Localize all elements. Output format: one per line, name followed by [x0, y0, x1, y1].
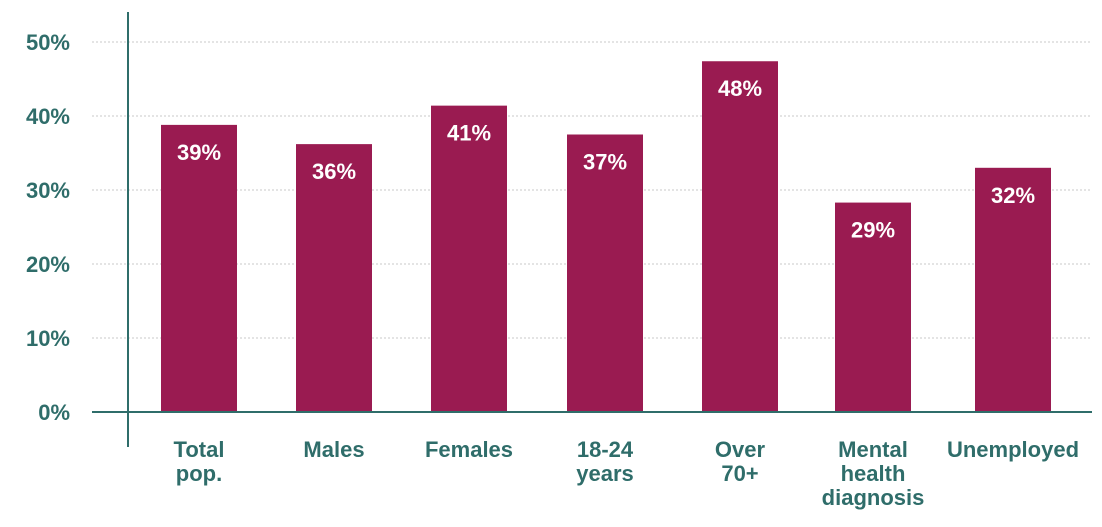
y-tick-label: 30%	[26, 178, 70, 203]
value-label: 36%	[312, 159, 356, 184]
y-tick-label: 20%	[26, 252, 70, 277]
x-category-labels: Total pop. Males Females 18-24 years Over 70+ Me…	[174, 437, 1079, 510]
y-tick-label: 50%	[26, 30, 70, 55]
bar	[567, 135, 643, 413]
y-tick-labels: 0% 10% 20% 30% 40% 50%	[26, 30, 70, 425]
x-category-label: Unemployed	[947, 437, 1079, 462]
bar	[161, 125, 237, 412]
x-category-label: Over 70+	[715, 437, 766, 486]
value-label: 37%	[583, 150, 627, 175]
x-category-label: Total pop.	[174, 437, 225, 486]
x-category-label: Females	[425, 437, 513, 462]
x-category-label: 18-24 years	[576, 437, 634, 486]
x-category-label: Males	[303, 437, 364, 462]
x-category-label: Mental health diagnosis	[822, 437, 925, 510]
y-tick-label: 10%	[26, 326, 70, 351]
value-label: 41%	[447, 121, 491, 146]
bar	[431, 106, 507, 412]
bar	[702, 61, 778, 412]
bar	[296, 144, 372, 412]
value-label: 32%	[991, 183, 1035, 208]
value-label: 48%	[718, 76, 762, 101]
bars	[161, 61, 1051, 412]
value-label: 29%	[851, 218, 895, 243]
y-tick-label: 40%	[26, 104, 70, 129]
y-tick-label: 0%	[38, 400, 70, 425]
value-label: 39%	[177, 140, 221, 165]
